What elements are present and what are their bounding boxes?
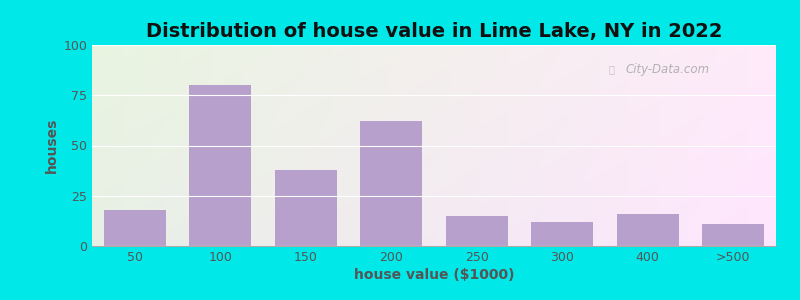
Y-axis label: houses: houses (45, 118, 59, 173)
Text: City-Data.com: City-Data.com (626, 63, 710, 76)
Bar (617, 214, 678, 246)
Bar (104, 210, 166, 246)
X-axis label: house value ($1000): house value ($1000) (354, 268, 514, 282)
Title: Distribution of house value in Lime Lake, NY in 2022: Distribution of house value in Lime Lake… (146, 22, 722, 41)
Bar (702, 224, 764, 246)
Bar (190, 85, 251, 246)
Bar (531, 222, 593, 246)
Bar (275, 169, 337, 246)
Bar (446, 216, 507, 246)
Text: 🔍: 🔍 (609, 64, 614, 74)
Bar (361, 122, 422, 246)
